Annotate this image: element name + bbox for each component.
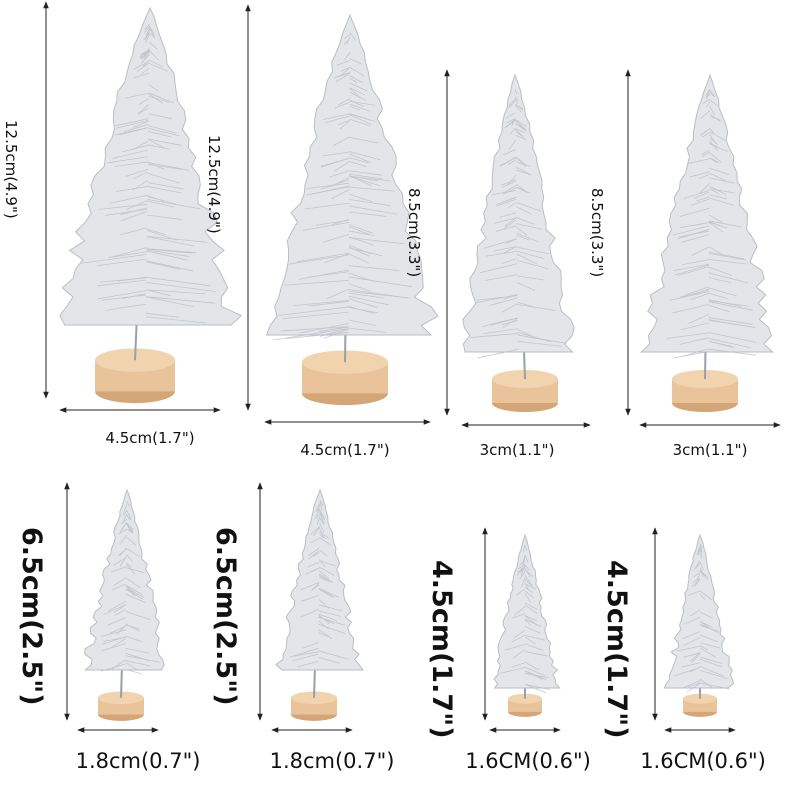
tree-texture	[289, 500, 349, 668]
height-label-8: 4.5cm(1.7")	[601, 560, 632, 739]
width-label-7: 1.6CM(0.6")	[465, 749, 591, 773]
width-label-2: 4.5cm(1.7")	[300, 441, 389, 459]
tree-foliage	[83, 488, 165, 671]
tree-8	[663, 533, 735, 717]
tree-texture	[673, 543, 730, 693]
tree-texture	[81, 23, 216, 324]
width-label-3: 3cm(1.1")	[480, 441, 555, 459]
tree-texture	[500, 544, 551, 694]
tree-foliage	[462, 73, 575, 353]
width-label-6: 1.8cm(0.7")	[270, 749, 395, 773]
width-label-1: 4.5cm(1.7")	[105, 429, 194, 447]
tree-foliage	[275, 488, 364, 671]
width-label-4: 3cm(1.1")	[673, 441, 748, 459]
tree-2	[265, 13, 439, 406]
height-label-2: 12.5cm(4.9")	[205, 135, 223, 234]
tree-foliage	[493, 533, 561, 689]
tree-foliage	[59, 6, 243, 326]
tree-texture	[272, 32, 412, 341]
height-label-7: 4.5cm(1.7")	[426, 560, 457, 739]
tree-4	[640, 73, 775, 412]
width-label-8: 1.6CM(0.6")	[640, 749, 766, 773]
tree-foliage	[640, 73, 775, 353]
height-label-3: 8.5cm(3.3")	[405, 188, 423, 277]
height-label-4: 8.5cm(3.3")	[588, 188, 606, 277]
tree-5	[83, 488, 165, 721]
tree-6	[275, 488, 364, 721]
tree-3	[462, 73, 575, 412]
height-label-1: 12.5cm(4.9")	[2, 120, 20, 219]
tree-texture	[100, 501, 161, 674]
tree-texture	[666, 88, 757, 359]
tree-7	[493, 533, 561, 717]
height-label-6: 6.5cm(2.5")	[210, 527, 241, 706]
tree-foliage	[663, 533, 735, 689]
width-label-5: 1.8cm(0.7")	[76, 749, 201, 773]
tree-1	[59, 6, 243, 404]
height-label-5: 6.5cm(2.5")	[16, 527, 47, 706]
tree-texture	[470, 89, 567, 359]
